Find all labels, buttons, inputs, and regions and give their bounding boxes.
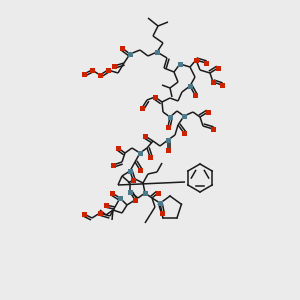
Bar	[130, 178, 136, 182]
Bar	[167, 115, 172, 119]
Bar	[128, 169, 133, 173]
Bar	[128, 52, 133, 56]
Bar	[178, 61, 182, 67]
Bar	[155, 190, 160, 196]
Bar	[158, 200, 163, 206]
Bar	[154, 50, 160, 55]
Bar	[166, 124, 170, 130]
Bar	[82, 212, 86, 217]
Bar	[89, 68, 94, 73]
Bar	[166, 137, 170, 142]
Bar	[137, 167, 142, 172]
Bar	[137, 151, 142, 155]
Bar	[128, 190, 133, 194]
Bar	[142, 190, 148, 196]
Bar	[106, 68, 110, 73]
Bar	[112, 64, 116, 68]
Bar	[166, 148, 170, 152]
Bar	[194, 58, 199, 62]
Bar	[220, 82, 224, 88]
Bar	[103, 202, 109, 208]
Bar	[110, 163, 116, 167]
Bar	[133, 197, 137, 202]
Bar	[160, 211, 164, 215]
Bar	[98, 211, 103, 215]
Bar	[203, 61, 208, 65]
Bar	[118, 196, 122, 200]
Bar	[82, 71, 86, 76]
Bar	[148, 154, 152, 160]
Bar	[110, 190, 115, 196]
Bar	[140, 106, 145, 110]
Bar	[116, 146, 121, 151]
Bar	[152, 94, 158, 100]
Bar	[98, 73, 103, 77]
Bar	[215, 65, 220, 70]
Bar	[142, 134, 148, 139]
Bar	[206, 110, 211, 115]
Bar	[188, 83, 193, 88]
Bar	[211, 127, 215, 131]
Bar	[211, 80, 215, 85]
Bar	[182, 113, 187, 119]
Bar	[193, 92, 197, 98]
Bar	[119, 46, 124, 50]
Bar	[182, 130, 187, 136]
